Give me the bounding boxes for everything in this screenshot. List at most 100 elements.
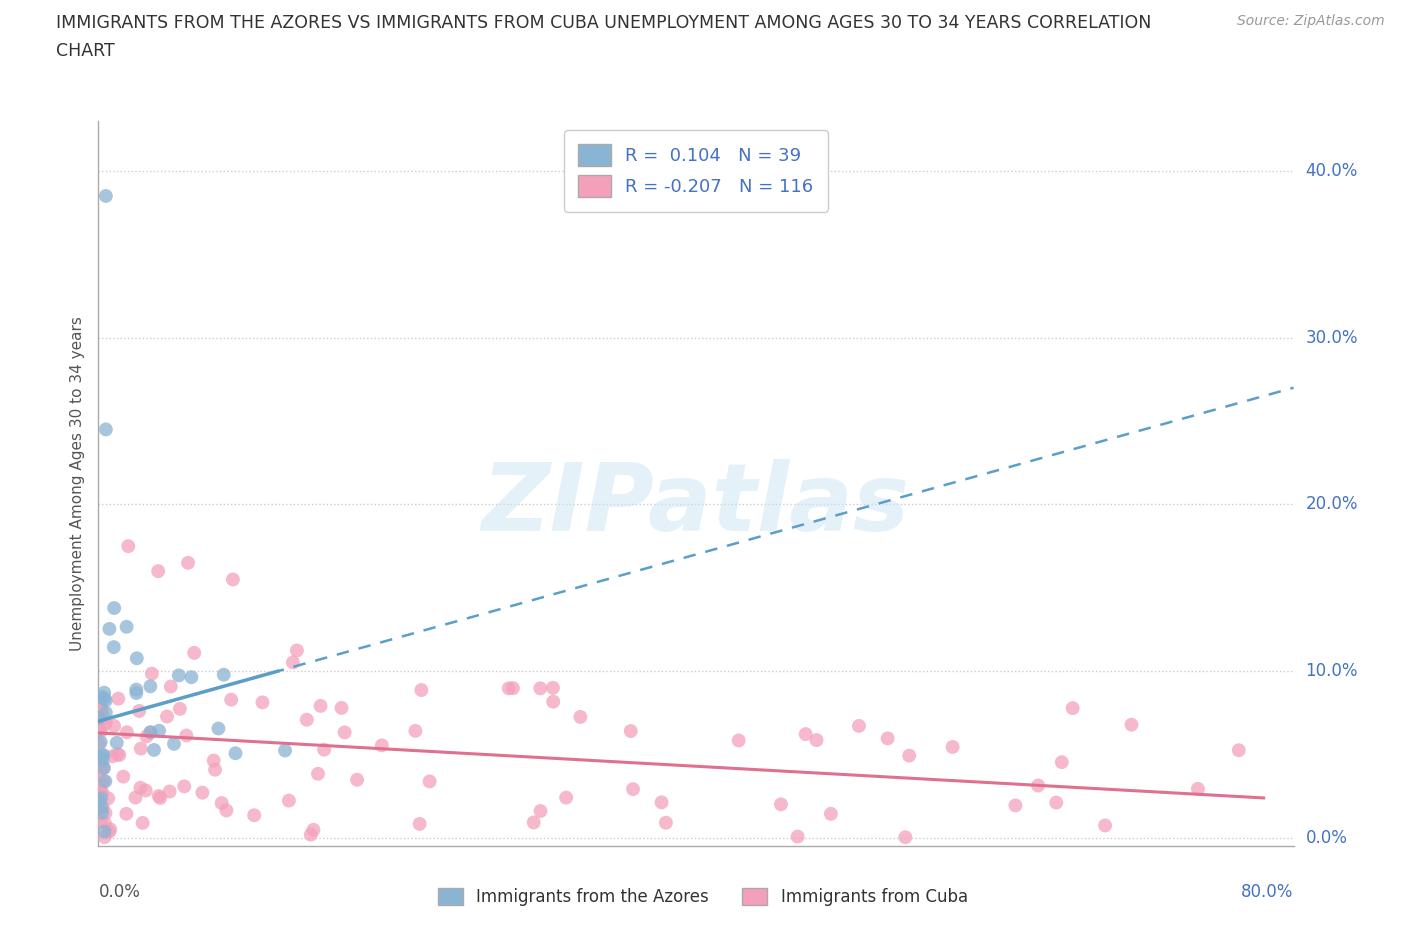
Point — [346, 772, 368, 787]
Text: 40.0%: 40.0% — [1306, 162, 1358, 179]
Point — [90, 735, 112, 750]
Point — [148, 564, 170, 578]
Point — [219, 692, 242, 707]
Point — [769, 797, 792, 812]
Point — [141, 666, 163, 681]
Point — [115, 724, 138, 739]
Point — [91, 748, 114, 763]
Point — [93, 748, 115, 763]
Point — [211, 796, 233, 811]
Point — [215, 803, 238, 817]
Y-axis label: Unemployment Among Ages 30 to 34 years: Unemployment Among Ages 30 to 34 years — [69, 316, 84, 651]
Point — [93, 691, 115, 706]
Point — [89, 723, 111, 737]
Point — [204, 763, 226, 777]
Point — [94, 189, 117, 204]
Point — [98, 824, 121, 839]
Point — [314, 742, 336, 757]
Point — [91, 751, 114, 766]
Text: 10.0%: 10.0% — [1306, 662, 1358, 680]
Point — [94, 805, 117, 820]
Point — [1050, 755, 1073, 770]
Point — [103, 640, 125, 655]
Text: 0.0%: 0.0% — [1306, 829, 1347, 847]
Point — [91, 762, 114, 777]
Point — [252, 695, 274, 710]
Point — [541, 681, 564, 696]
Point — [212, 667, 235, 682]
Point — [87, 792, 110, 807]
Point — [139, 725, 162, 740]
Point — [94, 716, 117, 731]
Point — [101, 749, 124, 764]
Text: IMMIGRANTS FROM THE AZORES VS IMMIGRANTS FROM CUBA UNEMPLOYMENT AMONG AGES 30 TO: IMMIGRANTS FROM THE AZORES VS IMMIGRANTS… — [56, 14, 1152, 32]
Point — [115, 619, 138, 634]
Point — [541, 694, 564, 709]
Point — [90, 701, 112, 716]
Point — [93, 761, 115, 776]
Point — [94, 693, 117, 708]
Point — [93, 685, 115, 700]
Point — [169, 701, 191, 716]
Point — [90, 724, 112, 738]
Point — [727, 733, 749, 748]
Point — [91, 759, 114, 774]
Point — [90, 800, 112, 815]
Point — [942, 739, 965, 754]
Point — [129, 780, 152, 795]
Point — [131, 816, 153, 830]
Point — [281, 655, 304, 670]
Point — [163, 737, 186, 751]
Point — [555, 790, 578, 805]
Point — [89, 801, 111, 816]
Point — [408, 817, 430, 831]
Point — [177, 555, 200, 570]
Point — [105, 736, 128, 751]
Point — [1062, 700, 1084, 715]
Point — [124, 790, 146, 805]
Point — [202, 753, 225, 768]
Point — [159, 784, 181, 799]
Point — [94, 705, 117, 720]
Point — [794, 726, 817, 741]
Text: Source: ZipAtlas.com: Source: ZipAtlas.com — [1237, 14, 1385, 28]
Point — [224, 746, 246, 761]
Point — [330, 700, 353, 715]
Legend: Immigrants from the Azores, Immigrants from Cuba: Immigrants from the Azores, Immigrants f… — [432, 881, 974, 912]
Point — [419, 774, 441, 789]
Point — [90, 702, 112, 717]
Legend: R =  0.104   N = 39, R = -0.207   N = 116: R = 0.104 N = 39, R = -0.207 N = 116 — [564, 130, 828, 212]
Point — [651, 795, 673, 810]
Point — [128, 703, 150, 718]
Point — [97, 790, 120, 805]
Point — [295, 712, 318, 727]
Point — [103, 601, 125, 616]
Point — [139, 724, 162, 739]
Point — [87, 750, 110, 764]
Point — [411, 683, 433, 698]
Point — [502, 681, 524, 696]
Text: 0.0%: 0.0% — [98, 883, 141, 901]
Point — [94, 774, 117, 789]
Point — [173, 779, 195, 794]
Point — [103, 719, 125, 734]
Point — [90, 790, 112, 805]
Point — [135, 729, 157, 744]
Point — [87, 722, 110, 737]
Point — [894, 830, 917, 844]
Point — [806, 733, 828, 748]
Point — [302, 822, 325, 837]
Point — [143, 742, 166, 757]
Point — [183, 645, 205, 660]
Point — [94, 816, 117, 830]
Point — [156, 709, 179, 724]
Point — [93, 830, 115, 844]
Point — [1187, 781, 1209, 796]
Point — [115, 806, 138, 821]
Point — [655, 816, 678, 830]
Point — [90, 815, 112, 830]
Point — [299, 827, 322, 842]
Point — [1227, 743, 1250, 758]
Point — [90, 788, 112, 803]
Point — [91, 786, 114, 801]
